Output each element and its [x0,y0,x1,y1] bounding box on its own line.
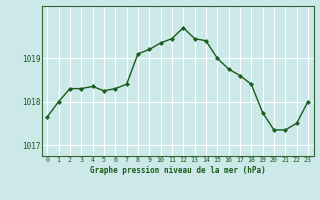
X-axis label: Graphe pression niveau de la mer (hPa): Graphe pression niveau de la mer (hPa) [90,166,266,175]
